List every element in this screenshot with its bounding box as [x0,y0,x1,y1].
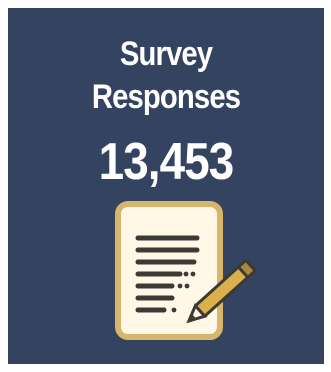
survey-responses-tile: Survey Responses 13,453 [8,8,324,364]
tile-title-line-1: Survey [119,35,213,73]
response-count: 13,453 [98,133,235,191]
tile-title-line-2: Responses [91,78,241,116]
document-pencil-icon [114,200,264,350]
